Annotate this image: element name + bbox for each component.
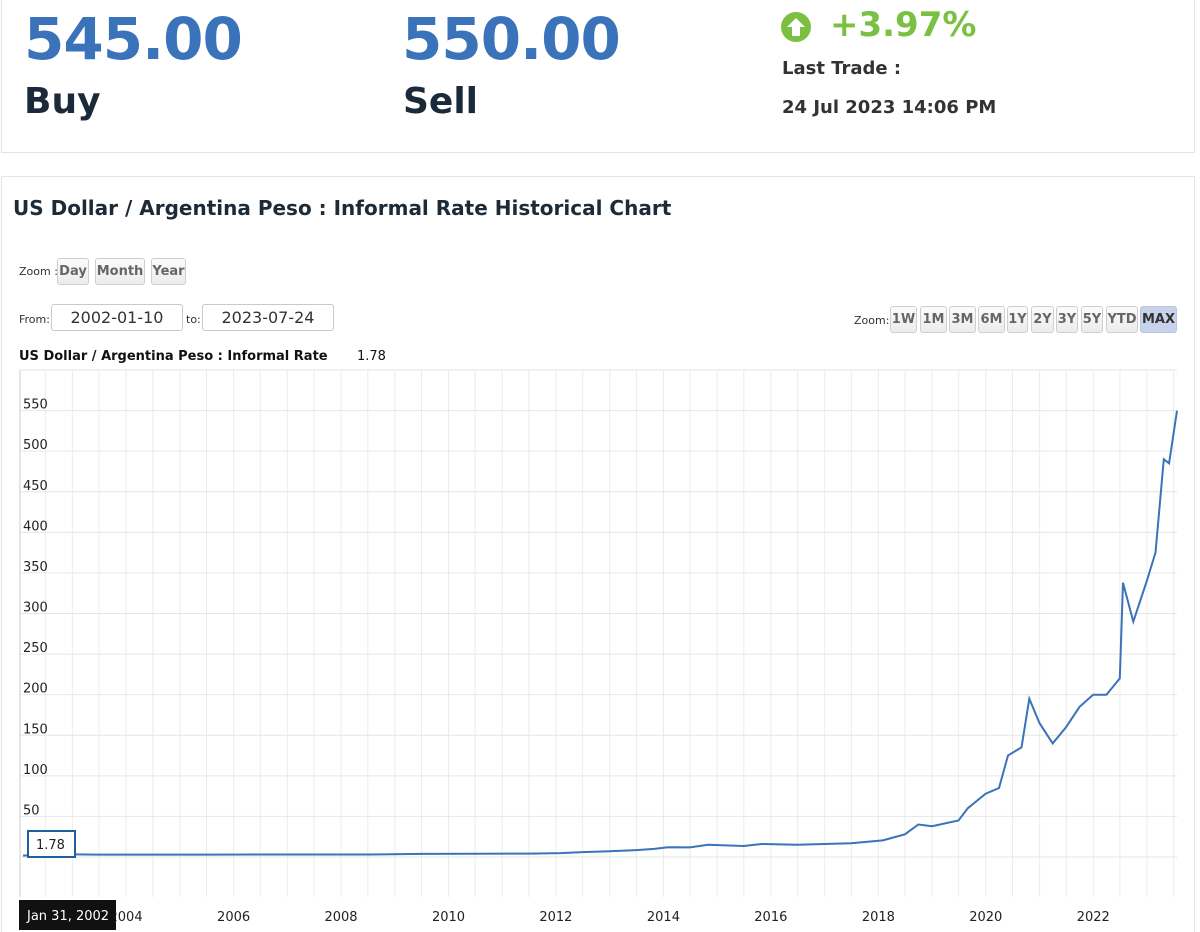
x-tick-label: 2018 [862, 910, 895, 925]
y-tick-label: 150 [23, 722, 48, 737]
chart-title: US Dollar / Argentina Peso : Informal Ra… [13, 196, 672, 220]
y-tick-label: 250 [23, 641, 48, 656]
sell-price: 550.00 [402, 5, 621, 73]
last-trade-time: 24 Jul 2023 14:06 PM [782, 97, 997, 118]
y-tick-label: 350 [23, 560, 48, 575]
zoom-month-button[interactable]: Month [95, 258, 145, 285]
y-tick-label: 550 [23, 398, 48, 413]
y-tick-label: 500 [23, 438, 48, 453]
from-date-input[interactable]: 2002-01-10 [51, 304, 183, 331]
zoom-day-button[interactable]: Day [57, 258, 89, 285]
range-3y-button[interactable]: 3Y [1056, 306, 1078, 333]
range-1m-button[interactable]: 1M [920, 306, 947, 333]
cursor-date-box: Jan 31, 2002 [19, 900, 116, 930]
y-tick-label: 100 [23, 763, 48, 778]
zoom-label: Zoom : [19, 265, 58, 278]
x-axis-ticks: 2004 2006 2008 2010 2012 2014 2016 2018 2020 2022 [110, 910, 1110, 925]
range-zoom-label: Zoom: [854, 314, 890, 327]
buy-label: Buy [24, 81, 101, 122]
range-5y-button[interactable]: 5Y [1081, 306, 1103, 333]
y-tick-label: 50 [23, 803, 40, 818]
range-1w-button[interactable]: 1W [890, 306, 917, 333]
zoom-year-button[interactable]: Year [151, 258, 186, 285]
buy-price: 545.00 [24, 5, 243, 73]
x-tick-label: 2016 [754, 910, 787, 925]
y-tick-label: 200 [23, 682, 48, 697]
range-3m-button[interactable]: 3M [949, 306, 976, 333]
range-1y-button[interactable]: 1Y [1007, 306, 1028, 333]
series-line [23, 410, 1178, 857]
x-tick-label: 2010 [432, 910, 465, 925]
range-max-button[interactable]: MAX [1140, 306, 1177, 333]
last-trade-label: Last Trade : [782, 58, 902, 79]
x-tick-label: 2008 [324, 910, 357, 925]
x-tick-label: 2022 [1077, 910, 1110, 925]
cursor-value-label: 1.78 [36, 838, 65, 853]
from-label: From: [19, 313, 50, 326]
chart-panel [1, 176, 1195, 932]
to-date-input[interactable]: 2023-07-24 [202, 304, 334, 331]
range-2y-button[interactable]: 2Y [1031, 306, 1054, 333]
change-percent: +3.97% [830, 5, 977, 45]
x-tick-label: 2004 [110, 910, 143, 925]
sell-label: Sell [403, 81, 479, 122]
range-6m-button[interactable]: 6M [978, 306, 1005, 333]
y-tick-label: 300 [23, 601, 48, 616]
y-tick-label: 450 [23, 479, 48, 494]
to-label: to: [186, 313, 201, 326]
quote-panel [1, 0, 1195, 153]
y-axis-ticks: 50 100 150 200 250 300 350 400 450 500 550 [23, 398, 48, 819]
series-name-label: US Dollar / Argentina Peso : Informal Ra… [19, 349, 328, 364]
x-tick-label: 2014 [647, 910, 680, 925]
x-tick-label: 2020 [969, 910, 1002, 925]
y-tick-label: 400 [23, 519, 48, 534]
cursor-value-box: 1.78 [27, 830, 76, 858]
range-ytd-button[interactable]: YTD [1106, 306, 1138, 333]
chart-grid [19, 369, 1177, 897]
series-current-value: 1.78 [357, 349, 386, 364]
arrow-up-circle-icon [781, 12, 811, 42]
x-tick-label: 2012 [539, 910, 572, 925]
x-tick-label: 2006 [217, 910, 250, 925]
cursor-date-label: Jan 31, 2002 [26, 909, 109, 924]
